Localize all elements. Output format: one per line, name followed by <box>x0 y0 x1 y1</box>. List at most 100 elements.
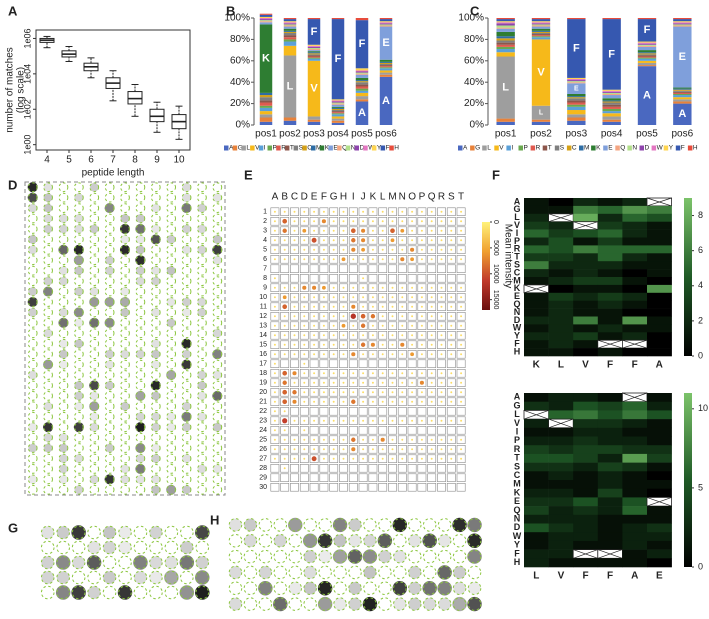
spot-ring <box>104 286 115 297</box>
spot-ring <box>212 401 223 412</box>
spot-ring <box>89 286 100 297</box>
spot-ring <box>120 338 130 349</box>
dot <box>430 248 433 251</box>
spot <box>117 585 133 600</box>
dot <box>311 237 317 243</box>
spot-ring <box>43 213 53 224</box>
dot <box>371 229 374 232</box>
spot-ring <box>181 182 192 193</box>
spot <box>43 214 53 223</box>
bar-segment <box>531 36 551 38</box>
dot <box>352 220 355 223</box>
spot-ring <box>120 422 130 433</box>
dot <box>332 438 335 441</box>
column-label: R <box>438 192 445 203</box>
dot <box>362 419 365 422</box>
well <box>427 264 437 273</box>
bar-segment <box>259 24 273 93</box>
bar-segment <box>637 62 657 66</box>
bar-segment <box>331 110 345 112</box>
well <box>427 359 437 368</box>
bar-segment <box>307 49 321 51</box>
spot-ring <box>104 255 115 266</box>
spot <box>378 550 392 563</box>
spot-ring <box>452 533 467 548</box>
spot-ring <box>120 453 130 464</box>
heat-cell <box>524 269 549 278</box>
dot <box>381 258 384 261</box>
spot <box>408 597 422 611</box>
spot-ring <box>102 540 117 555</box>
row-label: 11 <box>260 304 267 311</box>
dot <box>420 296 423 299</box>
spot-ring <box>273 518 288 532</box>
heat-cell <box>548 221 574 230</box>
bar-segment <box>379 64 393 66</box>
spot-ring <box>422 518 437 532</box>
legend-swatch <box>482 145 487 151</box>
spot-ring <box>273 549 288 564</box>
dot <box>352 391 355 394</box>
spot <box>149 526 163 539</box>
dot <box>322 448 325 451</box>
heat-cell <box>622 445 648 455</box>
spot <box>105 349 114 359</box>
spot <box>120 308 130 317</box>
dot <box>273 286 276 289</box>
bar-segment <box>602 93 621 96</box>
y-tick-label: 1e02 <box>22 99 32 119</box>
dot <box>332 286 335 289</box>
bar-segment <box>531 21 551 23</box>
spot-ring <box>166 265 177 276</box>
spot <box>151 308 161 317</box>
spot-ring <box>212 276 223 286</box>
bar-segment <box>355 74 369 78</box>
bar-segment <box>567 18 586 20</box>
spot-ring <box>43 432 53 443</box>
bar-segment <box>602 95 621 99</box>
well <box>407 473 417 482</box>
spot <box>182 193 191 203</box>
spot <box>43 193 53 203</box>
well <box>280 482 290 492</box>
heat-cell <box>622 436 648 446</box>
well <box>446 406 456 416</box>
legend-label: I <box>264 145 266 152</box>
spot-ring <box>135 391 146 401</box>
heat-cell <box>524 480 549 489</box>
spot-ring <box>120 370 130 380</box>
colorbar-tick-label: 0 <box>492 220 499 224</box>
bar-segment <box>673 18 692 20</box>
heat-cell <box>548 229 574 238</box>
well <box>417 359 427 368</box>
dot <box>411 372 414 375</box>
spot-ring <box>149 525 163 540</box>
spot-ring <box>164 585 179 600</box>
spot-ring <box>228 549 243 564</box>
spot <box>197 370 207 380</box>
spot <box>182 454 191 463</box>
spot <box>259 566 272 579</box>
spot-ring <box>89 432 100 443</box>
bar-segment <box>379 24 393 26</box>
dot <box>342 372 345 375</box>
spot-ring <box>150 307 161 318</box>
spot-ring <box>333 549 347 564</box>
spot-ring <box>27 224 38 234</box>
spot <box>74 381 84 390</box>
spot-ring <box>212 464 223 474</box>
dot <box>381 343 384 346</box>
heat-cell <box>597 198 623 207</box>
well <box>368 473 378 482</box>
spot <box>134 571 147 584</box>
bar-segment <box>331 118 345 121</box>
legend-swatch <box>345 145 351 151</box>
spot-ring <box>104 338 115 349</box>
well <box>319 473 329 482</box>
spot <box>166 318 176 328</box>
column-label: P <box>419 192 426 203</box>
colorbar-title: Mean intensity <box>502 224 513 288</box>
heat-cell <box>647 237 672 246</box>
spot <box>73 255 84 266</box>
spot <box>59 214 68 223</box>
